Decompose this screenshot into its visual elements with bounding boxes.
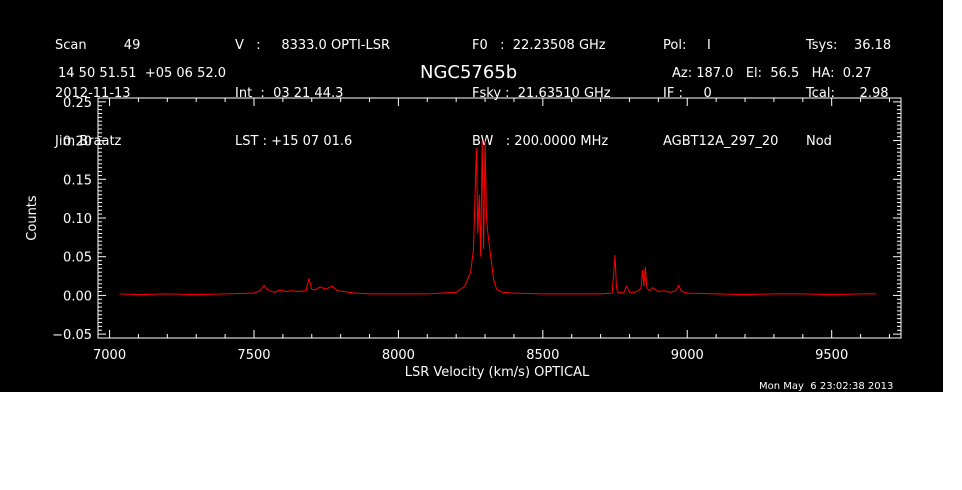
x-tick-label: 7000	[93, 348, 126, 363]
source-name: NGC5765b	[420, 62, 518, 83]
y-tick-label: 0.25	[63, 96, 92, 111]
plot-frame	[97, 97, 902, 339]
header-text: F0 : 22.23508 GHz	[472, 38, 606, 53]
y-tick-label: 0.00	[63, 289, 92, 304]
header-text: Int : 03 21 44.3	[235, 86, 344, 101]
header-col-polarization: Pol: I IF : 0 AGBT12A_297_20	[663, 6, 778, 182]
plot-panel: Scan 49 2012-11-13 Jim Braatz V : 8333.0…	[0, 0, 943, 392]
spectrum-trace	[119, 140, 877, 296]
header-text: Tcal: 2.98	[806, 86, 889, 101]
x-axis-label: LSR Velocity (km/s) OPTICAL	[405, 365, 590, 380]
header-col-scan: Scan 49 2012-11-13 Jim Braatz	[55, 6, 140, 182]
x-tick-label: 7500	[237, 348, 270, 363]
spectrum-chart: 7000 7500 8000 8500 9000 9500 −0.05 0.00 0.05 0.…	[25, 96, 902, 380]
header-text: LST : +15 07 01.6	[235, 134, 353, 149]
header-text: Tsys: 36.18	[806, 38, 892, 53]
header-text: Fsky : 21.63510 GHz	[472, 86, 611, 101]
azimuth-elevation: Az: 187.0 El: 56.5 HA: 0.27	[672, 66, 872, 81]
y-tick-label: 0.20	[63, 135, 92, 150]
source-coordinates: 14 50 51.51 +05 06 52.0	[58, 66, 227, 81]
x-tick-label: 8000	[382, 348, 415, 363]
header-col-velocity: V : 8333.0 OPTI-LSR Int : 03 21 44.3 LST…	[235, 6, 390, 182]
header-col-frequency: F0 : 22.23508 GHz Fsky : 21.63510 GHz BW…	[472, 6, 611, 182]
x-tick-label: 9000	[671, 348, 704, 363]
header-text: IF : 0	[663, 86, 712, 101]
header-text: 2012-11-13	[55, 86, 131, 101]
header-text: Jim Braatz	[55, 134, 122, 149]
y-axis-label: Counts	[25, 195, 40, 241]
header-text: Scan 49	[55, 38, 141, 53]
header-col-tsys: Tsys: 36.18 Tcal: 2.98 Nod	[806, 6, 891, 182]
x-tick-label: 8500	[526, 348, 559, 363]
header-text: V : 8333.0 OPTI-LSR	[235, 38, 391, 53]
header-text: Nod	[806, 134, 832, 149]
header-text: Pol: I	[663, 38, 711, 53]
x-tick-label: 9500	[815, 348, 848, 363]
y-tick-label: 0.10	[63, 212, 92, 227]
header-text: AGBT12A_297_20	[663, 134, 779, 149]
y-tick-label: −0.05	[52, 328, 92, 343]
y-tick-label: 0.05	[63, 251, 92, 266]
header-text: BW : 200.0000 MHz	[472, 134, 609, 149]
y-tick-label: 0.15	[63, 173, 92, 188]
timestamp: Mon May 6 23:02:38 2013	[759, 381, 894, 392]
